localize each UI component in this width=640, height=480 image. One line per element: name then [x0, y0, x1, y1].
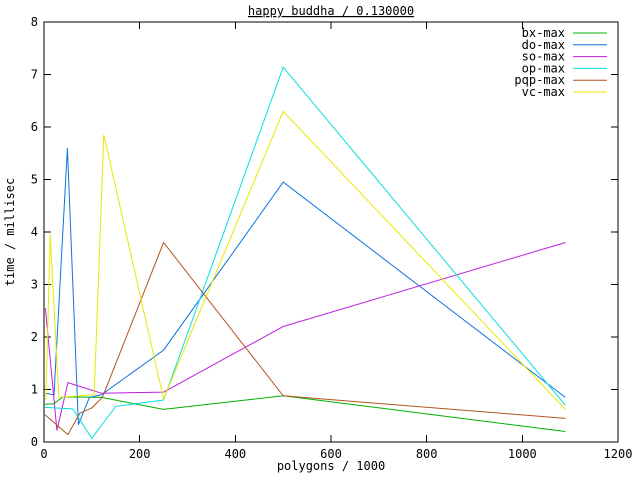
- x-tick-label: 1200: [604, 447, 633, 461]
- x-tick-label: 400: [224, 447, 246, 461]
- legend-label-op-max: op-max: [522, 61, 565, 75]
- series-line-pqp-max: [44, 241, 566, 436]
- y-tick-label: 7: [31, 68, 38, 82]
- y-tick-label: 5: [31, 173, 38, 187]
- y-tick-label: 6: [31, 120, 38, 134]
- series-line-do-max: [45, 147, 566, 425]
- series-line-op-max: [44, 66, 566, 440]
- y-tick-label: 1: [31, 383, 38, 397]
- y-axis-label: time / millisec: [3, 178, 17, 286]
- y-tick-label: 4: [31, 225, 38, 239]
- y-tick-label: 8: [31, 15, 38, 29]
- x-tick-label: 0: [40, 447, 47, 461]
- legend-label-do-max: do-max: [522, 38, 565, 52]
- legend-label-so-max: so-max: [522, 50, 565, 64]
- y-tick-label: 0: [31, 435, 38, 449]
- y-tick-label: 2: [31, 330, 38, 344]
- plot-area: 0 200 400 600 800 1000 1200 0 1 2 3 4 5 6 7 8 bx-maxdo-m…: [31, 15, 633, 461]
- series-line-vc-max: [45, 110, 566, 410]
- legend-label-bx-max: bx-max: [522, 26, 565, 40]
- x-tick-label: 1000: [508, 447, 537, 461]
- x-tick-label: 600: [320, 447, 342, 461]
- series-line-bx-max: [44, 395, 566, 432]
- series-line-so-max: [44, 242, 566, 431]
- y-tick-label: 3: [31, 278, 38, 292]
- x-tick-label: 200: [129, 447, 151, 461]
- x-tick-label: 800: [416, 447, 438, 461]
- x-axis-label: polygons / 1000: [277, 459, 385, 473]
- chart-title: happy buddha / 0.130000: [248, 4, 414, 18]
- legend-label-vc-max: vc-max: [522, 85, 565, 99]
- legend-label-pqp-max: pqp-max: [514, 73, 565, 87]
